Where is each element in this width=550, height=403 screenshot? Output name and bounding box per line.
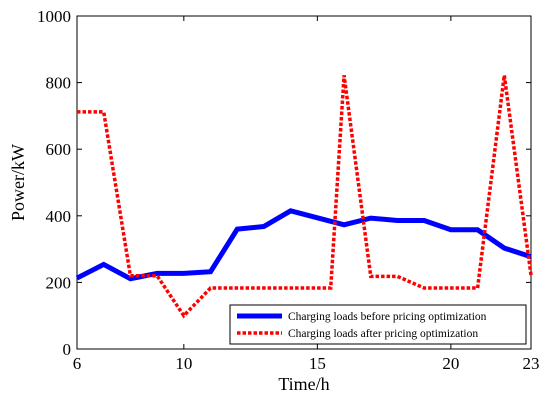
legend-box bbox=[229, 304, 527, 345]
series-lines bbox=[75, 75, 533, 319]
y-tick-label: 600 bbox=[46, 140, 72, 159]
x-axis-ticks: 6 10 15 20 23 bbox=[73, 16, 540, 373]
x-axis-title: Time/h bbox=[278, 374, 329, 394]
y-axis-ticks: 0 200 400 600 800 1000 bbox=[37, 7, 531, 359]
x-tick-label: 20 bbox=[442, 354, 459, 373]
y-tick-label: 0 bbox=[63, 340, 72, 359]
x-tick-label: 10 bbox=[175, 354, 192, 373]
x-tick-label: 23 bbox=[523, 354, 540, 373]
y-tick-label: 400 bbox=[46, 207, 72, 226]
legend: Charging loads before pricing optimizati… bbox=[229, 304, 527, 345]
plot-area bbox=[76, 15, 532, 350]
y-tick-label: 1000 bbox=[37, 7, 71, 26]
x-tick-label: 6 bbox=[73, 354, 82, 373]
y-tick-label: 800 bbox=[46, 74, 72, 93]
y-tick-label: 200 bbox=[46, 273, 72, 292]
legend-label-1: Charging loads before pricing optimizati… bbox=[288, 311, 487, 323]
legend-label-2: Charging loads after pricing optimizatio… bbox=[288, 328, 478, 340]
x-tick-label: 15 bbox=[309, 354, 326, 373]
plot-frame bbox=[76, 15, 532, 350]
series-line-2 bbox=[77, 75, 533, 319]
y-axis-title: Power/kW bbox=[8, 144, 28, 221]
